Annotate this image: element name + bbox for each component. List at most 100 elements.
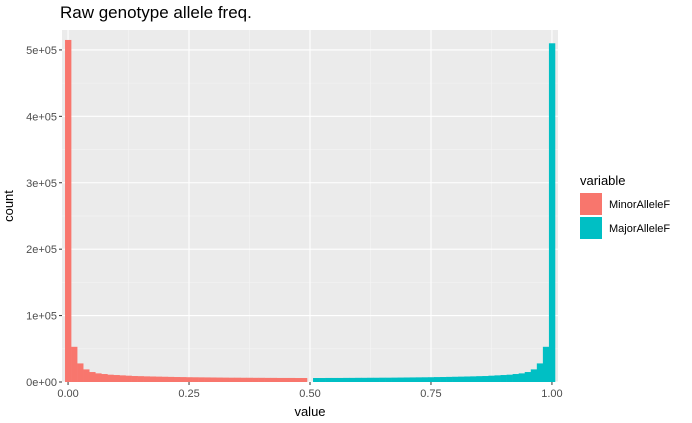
histogram-bar bbox=[325, 377, 332, 382]
histogram-bar bbox=[530, 369, 538, 382]
y-axis-label: count bbox=[1, 190, 16, 222]
histogram-bar bbox=[276, 377, 284, 382]
histogram-bar bbox=[119, 375, 126, 382]
histogram-bar bbox=[391, 377, 399, 382]
histogram-bar bbox=[210, 377, 217, 382]
histogram-bar bbox=[512, 374, 519, 382]
histogram-bar bbox=[222, 377, 229, 382]
x-tick-label: 0.75 bbox=[420, 388, 441, 400]
histogram-bar bbox=[518, 373, 526, 382]
histogram-bar bbox=[264, 377, 271, 382]
y-tick-label: 1e+05 bbox=[26, 311, 57, 323]
y-tick-label: 2e+05 bbox=[26, 244, 57, 256]
histogram-bar bbox=[440, 377, 447, 382]
histogram-bar bbox=[149, 376, 157, 382]
histogram-bar bbox=[246, 377, 253, 382]
chart-title: Raw genotype allele freq. bbox=[60, 3, 252, 22]
histogram-bar bbox=[536, 363, 544, 382]
histogram-bar bbox=[125, 375, 132, 382]
histogram-bar bbox=[415, 377, 423, 382]
histogram-bar bbox=[65, 39, 72, 382]
histogram-bar bbox=[282, 377, 290, 382]
histogram-bar bbox=[101, 374, 108, 382]
series-MajorAlleleF bbox=[313, 43, 556, 382]
histogram-bar bbox=[379, 377, 386, 382]
y-axis: 0e+00 1e+05 2e+05 3e+05 4e+05 5e+05 bbox=[26, 45, 62, 389]
histogram-bar bbox=[373, 377, 380, 382]
histogram-bar bbox=[403, 377, 411, 382]
histogram-bars bbox=[65, 39, 556, 382]
histogram-bar bbox=[506, 374, 513, 382]
histogram-bar bbox=[270, 377, 278, 382]
histogram-bar bbox=[361, 377, 368, 382]
histogram-bar bbox=[107, 374, 114, 382]
histogram-bar bbox=[234, 377, 241, 382]
histogram-bar bbox=[482, 376, 489, 382]
histogram-bar bbox=[319, 378, 326, 382]
histogram-bar bbox=[313, 378, 320, 382]
legend-key bbox=[580, 193, 602, 215]
histogram-bar bbox=[331, 377, 338, 382]
histogram-bar bbox=[337, 377, 344, 382]
legend-key bbox=[580, 217, 602, 239]
histogram-bar bbox=[186, 377, 193, 382]
histogram-bar bbox=[252, 377, 259, 382]
histogram-bar bbox=[343, 377, 350, 382]
x-tick-label: 0.00 bbox=[57, 388, 78, 400]
x-axis-label: value bbox=[294, 404, 325, 419]
histogram-bar bbox=[179, 377, 187, 382]
histogram-bar bbox=[458, 376, 465, 382]
histogram-bar bbox=[83, 369, 90, 382]
histogram-bar bbox=[524, 372, 532, 382]
histogram-bar bbox=[446, 376, 453, 382]
histogram-bar bbox=[421, 377, 429, 382]
histogram-bar bbox=[228, 377, 235, 382]
histogram-bar bbox=[367, 377, 374, 382]
histogram-bar bbox=[397, 377, 405, 382]
histogram-bar bbox=[470, 376, 477, 382]
histogram-bar bbox=[216, 377, 223, 382]
y-tick-label: 3e+05 bbox=[26, 178, 57, 190]
histogram-bar bbox=[161, 376, 169, 382]
histogram-bar bbox=[95, 373, 102, 382]
histogram-bar bbox=[89, 372, 96, 382]
histogram-bar bbox=[258, 377, 265, 382]
histogram-bar bbox=[240, 377, 247, 382]
histogram-bar bbox=[542, 346, 550, 382]
histogram-bar bbox=[143, 376, 151, 382]
histogram-bar bbox=[198, 377, 205, 382]
histogram-bar bbox=[409, 377, 417, 382]
histogram-bar bbox=[155, 376, 163, 382]
histogram-bar bbox=[488, 375, 495, 382]
histogram-bar bbox=[137, 376, 144, 382]
histogram-bar bbox=[167, 376, 175, 382]
legend-label: MinorAlleleF bbox=[609, 199, 670, 211]
histogram-bar bbox=[173, 377, 181, 382]
x-axis: 0.00 0.25 0.50 0.75 1.00 bbox=[57, 382, 563, 400]
histogram-bar bbox=[294, 378, 302, 382]
histogram-bar bbox=[77, 363, 84, 382]
y-tick-label: 0e+00 bbox=[26, 377, 57, 389]
x-tick-label: 0.50 bbox=[299, 388, 320, 400]
histogram-bar bbox=[427, 377, 435, 382]
histogram-bar bbox=[113, 375, 120, 382]
histogram-bar bbox=[494, 375, 501, 382]
histogram-bar bbox=[349, 377, 356, 382]
histogram-bar bbox=[500, 375, 507, 382]
histogram-bar bbox=[452, 376, 459, 382]
histogram-bar bbox=[434, 377, 441, 382]
histogram-bar bbox=[131, 376, 138, 382]
x-tick-label: 0.25 bbox=[178, 388, 199, 400]
legend-label: MajorAlleleF bbox=[609, 223, 670, 235]
legend-title: variable bbox=[580, 173, 626, 188]
histogram-bar bbox=[204, 377, 211, 382]
histogram-bar bbox=[464, 376, 471, 382]
histogram-bar bbox=[300, 378, 308, 382]
series-MinorAlleleF bbox=[65, 39, 308, 382]
histogram-bar bbox=[71, 346, 78, 382]
histogram-bar bbox=[476, 376, 483, 382]
histogram-bar bbox=[385, 377, 392, 382]
x-tick-label: 1.00 bbox=[541, 388, 562, 400]
y-tick-label: 4e+05 bbox=[26, 111, 57, 123]
